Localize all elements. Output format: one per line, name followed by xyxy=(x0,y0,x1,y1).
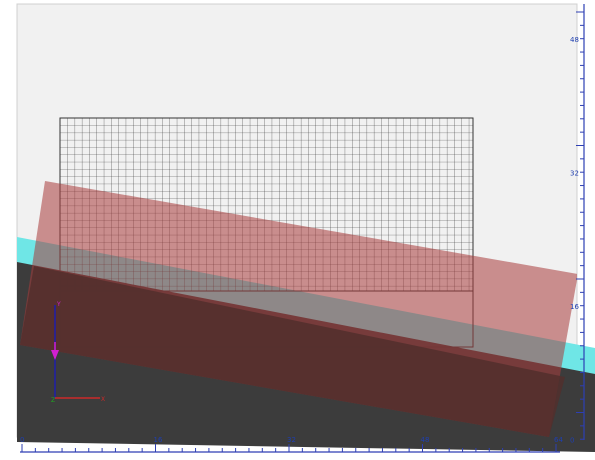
gizmo-arrow-icon xyxy=(51,350,59,360)
gizmo-z-label: Z xyxy=(51,397,55,404)
axis-gizmo[interactable]: Y X Z xyxy=(51,301,105,404)
x-ruler-tick-label: 0 xyxy=(20,436,24,444)
x-ruler-tick-label: 16 xyxy=(154,436,163,444)
y-ruler-tick-label: 48 xyxy=(570,36,579,44)
x-ruler-tick-label: 48 xyxy=(421,436,430,444)
gizmo-y-label: Y xyxy=(56,301,61,308)
x-ruler-tick-label: 64 xyxy=(554,436,563,444)
vertical-ruler[interactable]: 48 32 16 0 xyxy=(570,4,585,445)
y-ruler-tick-label: 32 xyxy=(570,170,579,178)
x-ruler-tick-label: 32 xyxy=(287,436,296,444)
horizontal-ruler[interactable]: 0 16 32 48 64 xyxy=(20,436,563,453)
y-ruler-tick-label: 0 xyxy=(570,437,574,445)
red-slab-overlap xyxy=(20,266,565,437)
gizmo-x-label: X xyxy=(101,396,105,403)
y-ruler-tick-label: 16 xyxy=(570,303,579,311)
